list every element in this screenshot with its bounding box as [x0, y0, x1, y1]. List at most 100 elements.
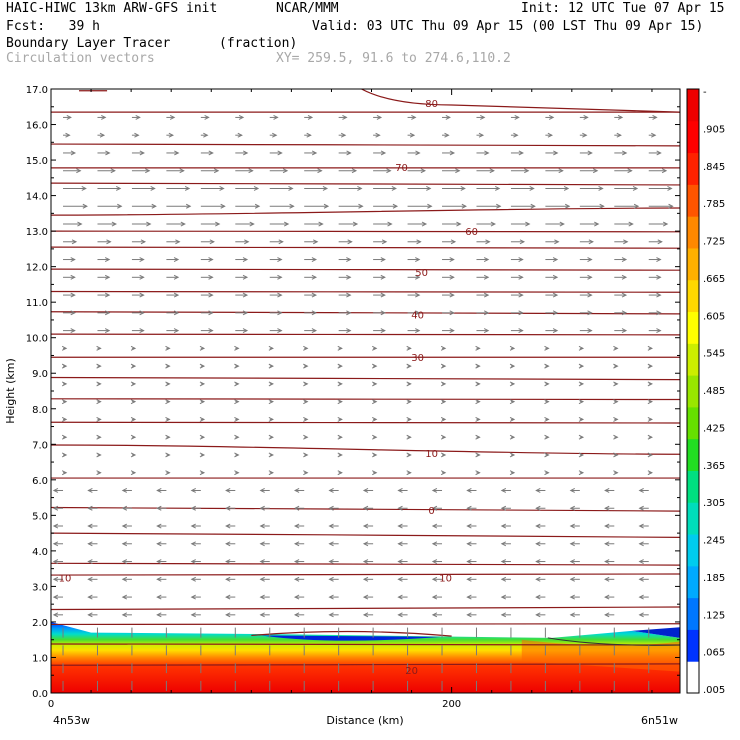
wind-vector-head — [130, 363, 137, 369]
colorbar-label: .125 — [703, 610, 725, 621]
wind-vector-head — [121, 559, 128, 564]
wind-vector-head — [509, 470, 516, 476]
wind-vector-head — [485, 239, 491, 245]
wind-vector-head — [386, 168, 392, 174]
wind-vector-head — [268, 416, 274, 422]
wind-vector-head — [397, 488, 403, 493]
colorbar-swatch — [687, 216, 699, 249]
wind-vector-head — [61, 363, 68, 369]
wind-vector-head — [234, 452, 240, 458]
wind-vector-head — [225, 594, 231, 600]
contour-label: 60 — [465, 227, 478, 238]
wind-vector-head — [165, 416, 171, 422]
wind-vector-head — [613, 381, 619, 387]
wind-vector-head — [449, 310, 455, 316]
wind-vector-head — [104, 328, 111, 334]
wind-vector-head — [621, 150, 628, 156]
y-tick-label: 10.0 — [26, 334, 48, 345]
wind-vector-head — [156, 612, 162, 618]
wind-vector-head — [627, 168, 633, 174]
wind-vector-head — [411, 114, 417, 120]
wind-vector-head — [52, 612, 59, 618]
wind-vector-head — [306, 132, 312, 138]
wind-vector-head — [311, 257, 318, 262]
wind-vector-head — [242, 150, 249, 156]
wind-vector-head — [578, 416, 585, 422]
y-axis-label: Height (km) — [4, 358, 17, 424]
y-tick-label: 4.0 — [32, 547, 48, 558]
wind-vector-head — [303, 363, 309, 369]
wind-vector-head — [52, 541, 59, 547]
wind-vector-head — [105, 150, 111, 156]
wind-vector-head — [416, 239, 422, 245]
wind-vector-head — [478, 132, 485, 138]
wind-vector-head — [440, 470, 447, 476]
wind-vector-head — [604, 523, 610, 529]
colorbar-swatch — [687, 565, 699, 599]
wind-vector-head — [583, 114, 589, 120]
x-tick-label: 200 — [442, 699, 461, 710]
y-tick-label: 9.0 — [32, 369, 48, 380]
colorbar-label: .725 — [703, 237, 725, 248]
wind-vector-head — [638, 523, 644, 529]
wind-vector-head — [535, 612, 541, 618]
wind-vector-head — [483, 328, 490, 334]
wind-vector-head — [96, 381, 102, 387]
wind-vector-head — [208, 150, 214, 156]
colorbar-swatch — [687, 470, 699, 503]
wind-vector-head — [180, 221, 186, 227]
wind-vector-head — [544, 416, 550, 422]
wind-vector-head — [613, 345, 619, 351]
wind-vector-head — [569, 541, 575, 547]
wind-vector-head — [415, 150, 421, 156]
wind-vector-head — [431, 505, 438, 511]
wind-vector-head — [500, 576, 507, 582]
wind-vector-head — [77, 221, 83, 227]
wind-vector-head — [638, 505, 644, 511]
wind-vector-head — [587, 274, 593, 280]
wind-vector-head — [587, 257, 593, 262]
wind-vector-head — [96, 434, 102, 440]
wind-vector-head — [156, 541, 162, 547]
wind-vector-head — [509, 434, 516, 440]
wind-vector-head — [569, 612, 575, 618]
contour-line — [51, 311, 680, 315]
wind-vector-head — [121, 505, 128, 511]
colorbar-label: .605 — [703, 311, 725, 322]
wind-vector-head — [259, 559, 265, 564]
wind-vector-head — [578, 381, 585, 387]
colorbar-label: .305 — [703, 498, 725, 509]
contour-line — [51, 246, 680, 249]
wind-vector-head — [303, 470, 309, 476]
wind-vector-head — [554, 239, 560, 245]
y-tick-label: 15.0 — [26, 156, 48, 167]
wind-vector-head — [156, 594, 162, 600]
wind-vector-head — [234, 416, 240, 422]
wind-vector-head — [234, 381, 240, 387]
colorbar-swatch — [687, 661, 699, 694]
wind-vector-head — [632, 186, 639, 191]
wind-vector-head — [52, 559, 59, 564]
contour-label: 50 — [415, 268, 428, 279]
wind-vector-head — [647, 470, 653, 476]
wind-vector-head — [225, 576, 231, 582]
wind-vector-head — [328, 541, 334, 547]
wind-vector-head — [518, 257, 524, 262]
contour-label: 20 — [405, 666, 418, 677]
wind-vector-head — [121, 576, 128, 582]
wind-vector-head — [638, 541, 644, 547]
colorbar-label: - — [703, 87, 707, 98]
wind-vector-head — [87, 488, 93, 493]
contour-label: 10 — [59, 574, 72, 585]
wind-vector-head — [96, 470, 102, 476]
wind-vector-head — [380, 150, 387, 156]
wind-vector-head — [116, 186, 122, 191]
colorbar-swatch — [687, 629, 699, 662]
wind-vector-head — [121, 488, 128, 493]
wind-vector-head — [268, 452, 274, 458]
contour-label: 0 — [428, 506, 434, 517]
wind-vector-head — [456, 221, 462, 227]
wind-vector-head — [169, 114, 176, 120]
wind-vector-head — [587, 150, 593, 156]
